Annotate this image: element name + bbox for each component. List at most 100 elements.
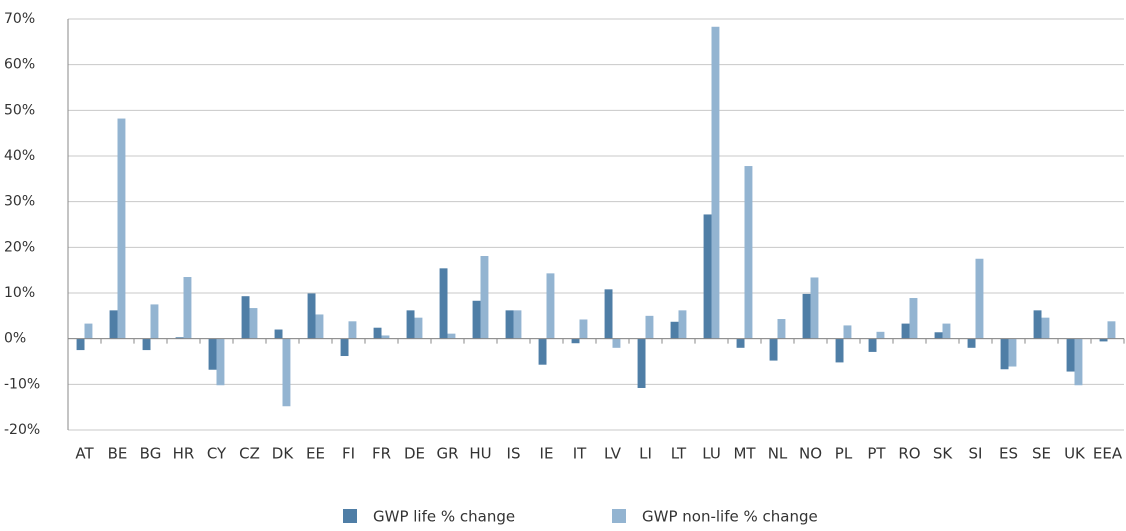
bar [546,273,555,339]
bar [150,304,159,339]
x-tick-label: FR [372,445,391,463]
bar [876,331,885,339]
y-tick-label: 0% [4,331,26,347]
x-tick-label: LI [639,445,652,463]
bar [505,310,514,339]
x-tick-label: SK [933,445,954,463]
x-tick-label: DK [272,445,295,463]
bar [604,289,613,339]
bar [769,338,778,361]
legend-label: GWP life % change [373,508,515,526]
bar [249,308,258,339]
bar [967,338,976,348]
bar [934,332,943,339]
bar [678,310,687,339]
x-tick-label: HU [469,445,491,463]
bar [282,338,291,407]
y-tick-label: 30% [4,194,35,210]
bar [571,338,580,344]
y-tick-label: -20% [4,422,40,438]
bar [975,258,984,339]
legend-swatch [343,509,357,523]
bar [480,256,489,339]
bar [414,317,423,339]
x-tick-label: LT [671,445,687,463]
bar [645,315,654,339]
bar [637,338,646,388]
bar [1008,338,1017,367]
bar [84,323,93,339]
x-tick-label: LU [702,445,721,463]
bar [307,293,316,339]
x-tick-label: SI [969,445,983,463]
bar [612,338,621,348]
x-tick-label: SE [1032,445,1051,463]
bar [381,335,390,339]
bar [439,268,448,339]
bar [1041,317,1050,339]
bar [868,338,877,352]
x-tick-label: FI [342,445,355,463]
bar [447,333,456,339]
bar [744,166,753,339]
bar [274,329,283,339]
bar [711,26,720,339]
bar [513,310,522,339]
bar [909,298,918,339]
x-tick-label: EEA [1093,445,1123,463]
x-tick-label: ES [999,445,1018,463]
bar [835,338,844,363]
x-tick-label: CY [207,445,227,463]
x-tick-label: DE [404,445,425,463]
x-tick-label: NL [768,445,788,463]
x-tick-label: GR [436,445,458,463]
bar [670,321,679,339]
bar [1074,338,1083,386]
x-tick-label: PT [867,445,886,463]
bar [1107,321,1116,339]
bar [241,296,250,339]
bar [1000,338,1009,370]
bar [472,300,481,339]
y-tick-label: 60% [4,57,35,73]
x-tick-label: BE [108,445,128,463]
bar [183,277,192,339]
y-tick-label: 40% [4,148,35,164]
legend-swatch [612,509,626,523]
y-tick-label: -10% [4,376,40,392]
bar [942,323,951,339]
bar [340,338,349,357]
bar [348,321,357,339]
x-tick-label: UK [1064,445,1086,463]
x-tick-label: RO [898,445,920,463]
bar [901,323,910,339]
x-tick-label: NO [799,445,822,463]
y-tick-label: 70% [4,11,35,27]
bar [802,293,811,339]
bar [1066,338,1075,372]
x-tick-label: EE [306,445,325,463]
x-tick-label: LV [604,445,622,463]
x-tick-label: IT [573,445,587,463]
bar [810,277,819,339]
bar [703,214,712,339]
bar [117,118,126,339]
bar [1033,310,1042,339]
bar [315,314,324,339]
x-tick-label: BG [140,445,162,463]
bar [1099,338,1108,342]
x-tick-label: CZ [239,445,260,463]
bar [579,319,588,339]
y-tick-label: 50% [4,102,35,118]
bar [538,338,547,365]
x-tick-label: IE [540,445,554,463]
bar [843,325,852,339]
bar [109,310,118,339]
bar [216,338,225,386]
legend-label: GWP non-life % change [642,508,818,526]
bar [208,338,217,370]
bar [142,338,151,351]
bar [373,327,382,339]
bar [736,338,745,348]
